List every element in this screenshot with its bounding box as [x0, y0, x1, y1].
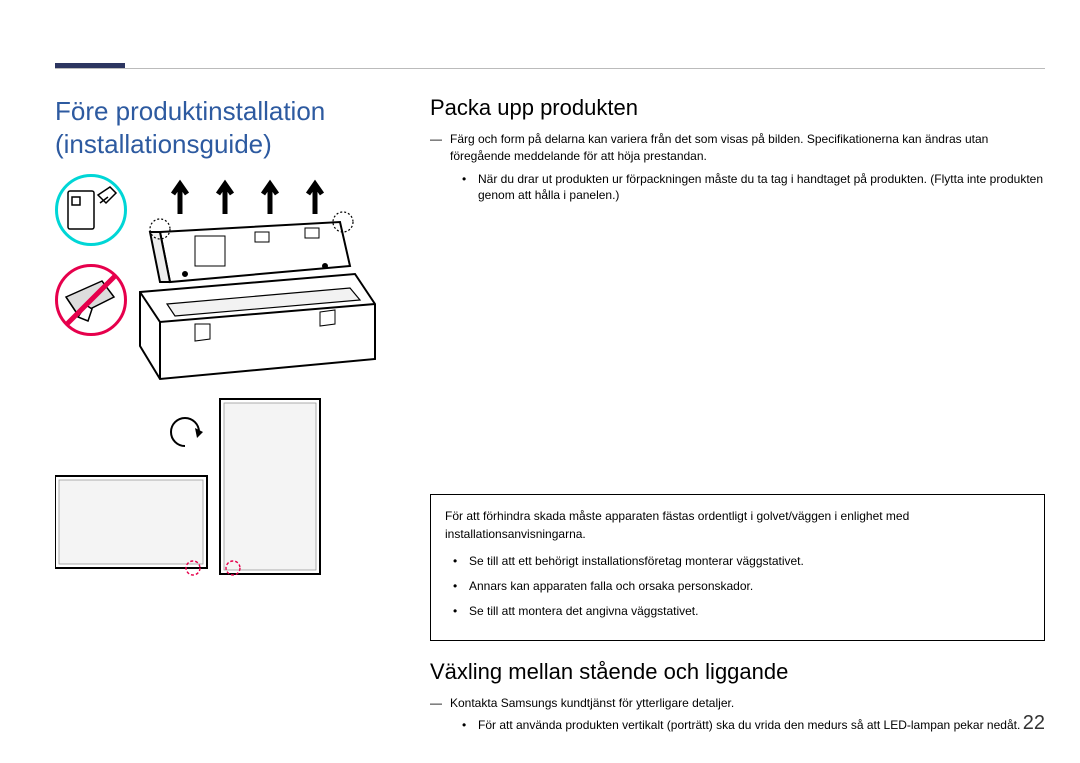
orientation-diagram: [55, 394, 405, 594]
handle-ok-icon: [55, 174, 127, 246]
main-title: Före produktinstallation (installationsg…: [55, 95, 405, 160]
bullet-handle: När du drar ut produkten ur förpackninge…: [462, 171, 1045, 205]
page-number: 22: [1023, 712, 1045, 735]
panel-no-icon: [55, 264, 127, 336]
right-column: Packa upp produkten Färg och form på del…: [430, 95, 1045, 738]
warning-bullet-2: Annars kan apparaten falla och orsaka pe…: [453, 578, 1030, 595]
warning-box: För att förhindra skada måste apparaten …: [430, 494, 1045, 640]
warning-intro: För att förhindra skada måste apparaten …: [445, 507, 1030, 543]
section-title-orientation: Växling mellan stående och liggande: [430, 659, 1045, 685]
header-rule: [55, 68, 1045, 69]
warning-bullet-3: Se till att montera det angivna väggstat…: [453, 603, 1030, 620]
warning-bullet-1: Se till att ett behörigt installationsfö…: [453, 553, 1030, 570]
section-title-unpack: Packa upp produkten: [430, 95, 1045, 121]
installation-diagram: [55, 174, 405, 594]
left-column: Före produktinstallation (installationsg…: [55, 95, 405, 594]
note-color-form: Färg och form på delarna kan variera frå…: [430, 131, 1045, 165]
bullet-rotate: För att använda produkten vertikalt (por…: [462, 717, 1045, 734]
note-contact: Kontakta Samsungs kundtjänst för ytterli…: [430, 695, 1045, 712]
